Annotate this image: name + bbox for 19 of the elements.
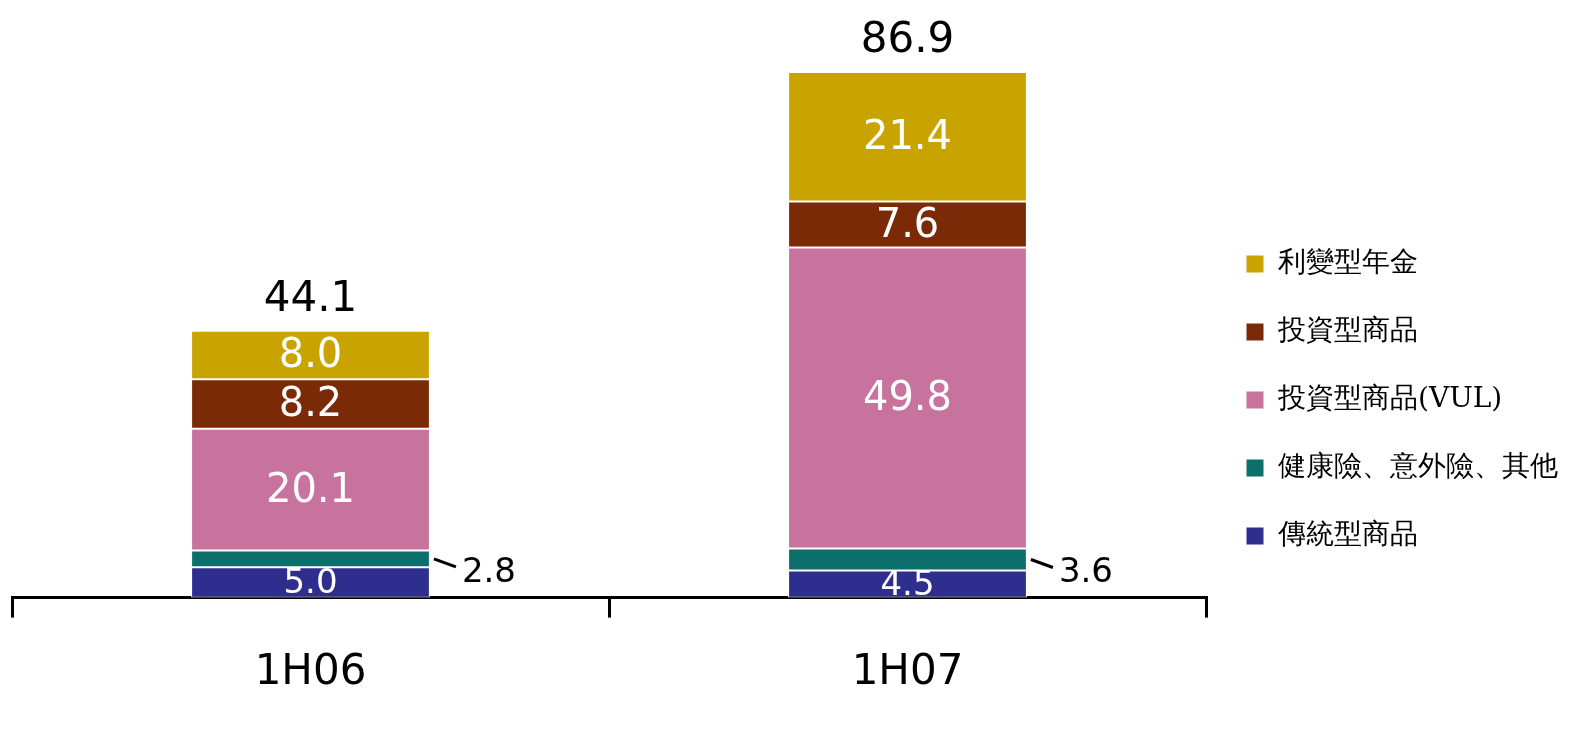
legend-label: 利變型年金: [1278, 245, 1418, 279]
data-label: 7.6: [875, 199, 940, 246]
data-label: 4.5: [880, 562, 935, 603]
data-label: 49.8: [862, 373, 953, 420]
data-label: 20.1: [265, 465, 356, 512]
data-label: 8.2: [278, 379, 343, 426]
data-label: 5.0: [283, 561, 338, 602]
legend-label: 傳統型商品: [1277, 517, 1418, 551]
x-tick-label: 1H06: [254, 644, 367, 694]
legend-label: 健康險、意外險、其他: [1278, 449, 1558, 483]
data-label: 21.4: [862, 112, 953, 159]
data-label: 3.6: [1058, 550, 1113, 591]
x-tick-label: 1H07: [851, 644, 964, 694]
total-label: 86.9: [860, 12, 955, 62]
total-label: 44.1: [263, 271, 358, 321]
legend-label: 投資型商品: [1277, 313, 1418, 347]
data-label: 8.0: [278, 330, 343, 377]
data-label: 2.8: [461, 549, 516, 590]
legend-label: 投資型商品(VUL): [1277, 381, 1503, 415]
